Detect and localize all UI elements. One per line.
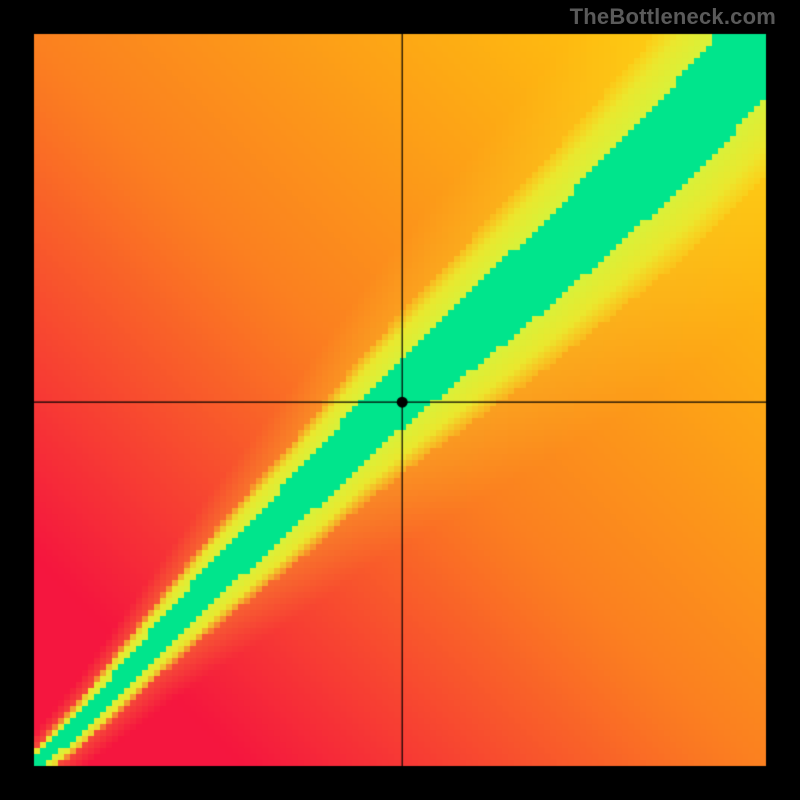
watermark-text: TheBottleneck.com — [570, 4, 776, 30]
bottleneck-heatmap — [0, 0, 800, 800]
